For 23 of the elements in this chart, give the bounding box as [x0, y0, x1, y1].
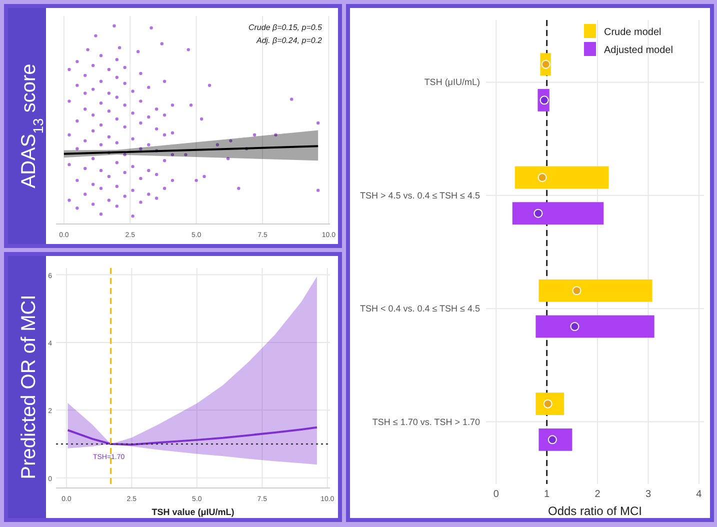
bar [538, 279, 652, 302]
annotation: Crude β=0.15, p=0.5 [248, 23, 323, 32]
y-tick-label: TSH > 4.5 vs. 0.4 ≤ TSH ≤ 4.5 [360, 190, 480, 200]
bar [514, 166, 609, 189]
x-axis-title: Odds ratio of MCI [548, 504, 642, 518]
bar [536, 315, 654, 338]
x-axis-title: TSH value (μIU/mL) [152, 507, 234, 517]
y-axis-title: Predicted OR of MCI [18, 294, 40, 480]
y-tick-label: TSH (μIU/mL) [424, 77, 480, 88]
x-tick-label: 4 [696, 489, 702, 500]
annotation: Adj. β=0.24, p=0.2 [255, 36, 323, 45]
x-tick-label: 2 [594, 489, 601, 500]
legend-label: Crude model [604, 27, 662, 38]
y-tick-label: TSH ≤ 1.70 vs. TSH > 1.70 [372, 416, 480, 427]
line-series [66, 426, 318, 446]
y-tick-label: TSH < 0.4 vs. 0.4 ≤ TSH ≤ 4.5 [360, 304, 480, 314]
x-tick-label: 0 [493, 489, 500, 500]
legend-label: Adjusted model [604, 45, 673, 56]
x-tick-label: 1 [544, 489, 550, 500]
bar [536, 392, 564, 416]
bar [512, 202, 604, 225]
x-tick-label: 3 [645, 489, 652, 500]
bar [538, 428, 572, 451]
